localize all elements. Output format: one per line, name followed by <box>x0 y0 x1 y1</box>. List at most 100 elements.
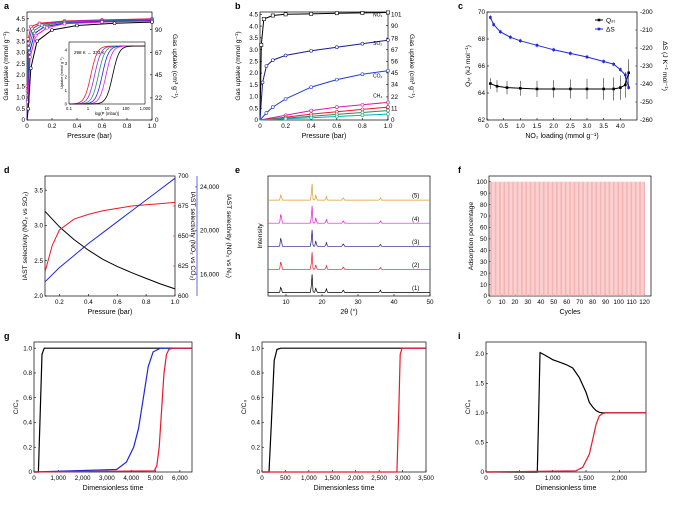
bar-cycle-81 <box>593 181 595 296</box>
bar-cycle-117 <box>640 181 642 296</box>
bar-cycle-78 <box>589 181 591 296</box>
y-tick-label: 68 <box>478 36 486 43</box>
bar-cycle-110 <box>631 181 632 296</box>
bar-cycle-12 <box>504 181 505 296</box>
plot-frame <box>488 175 652 297</box>
inset-series-line <box>69 45 145 105</box>
panel-letter-g: g <box>4 331 10 341</box>
y-tick-label: 66 <box>478 63 486 70</box>
x-tick-label: 50 <box>426 299 434 306</box>
inset-y-title: Uptake (mmol g⁻¹) <box>60 57 64 89</box>
inset-y-tick-label: 0 <box>65 102 68 107</box>
series-marker <box>100 20 104 24</box>
x-tick-label: 500 <box>280 475 291 482</box>
inset-y-tick-label: 2 <box>65 75 68 80</box>
x-tick-label: 0 <box>260 475 264 482</box>
x-axis-title: Cycles <box>559 309 581 316</box>
y-tick-label: 40 <box>480 247 488 254</box>
inset-frame <box>68 41 146 105</box>
bar-cycle-20 <box>514 181 516 296</box>
series-marker <box>264 64 269 68</box>
series-marker <box>283 53 288 58</box>
y-tick-label: 78 <box>391 35 399 42</box>
plot-frame <box>33 341 193 473</box>
y-tick-label: 0.8 <box>251 370 260 377</box>
bar-cycle-94 <box>610 181 612 296</box>
y-tick-label: 11 <box>391 106 398 113</box>
series-marker <box>624 73 627 77</box>
bar-cycle-9 <box>500 181 502 296</box>
x-tick-label: 1,000 <box>50 475 66 482</box>
series-marker <box>360 102 365 107</box>
legend-label: Qₛₜ <box>606 17 615 24</box>
inset-y-tick-label: 1 <box>65 88 68 93</box>
y-tick-label: 0.2 <box>251 444 260 451</box>
y-tick-label: 64 <box>478 90 486 97</box>
plot-frame <box>267 175 431 297</box>
y-axis-title: C/C₀ <box>13 400 20 415</box>
x-tick-label: 4.0 <box>616 123 625 130</box>
y-axis-title: Intensity <box>257 223 264 249</box>
x-tick-label: 0 <box>25 123 29 130</box>
y-tick-label: 90 <box>391 23 399 30</box>
series-marker <box>261 17 266 21</box>
y-tick-label: 4.5 <box>16 16 25 23</box>
series-marker <box>612 87 615 91</box>
bar-cycle-55 <box>559 181 561 296</box>
x-tick-label: 3,000 <box>99 475 115 482</box>
inset-x-tick-label: 1,000 <box>140 106 151 111</box>
bar-cycle-108 <box>628 181 630 296</box>
series-marker <box>552 87 555 91</box>
bar-cycle-118 <box>641 181 643 296</box>
panel-letter-b: b <box>235 1 241 11</box>
panel-e: 10 20 30 40 50 2θ (°) Intensity (1) (2) (3) (4) (5) <box>257 175 434 316</box>
x-tick-label: 1,000 <box>301 475 317 482</box>
bar-cycle-10 <box>501 181 503 296</box>
plot-frame <box>259 11 389 121</box>
series-marker <box>26 106 31 111</box>
y-tick-label: -260 <box>640 117 653 124</box>
x-axis-title: Dimensionless time <box>83 485 144 492</box>
x-tick-label: 2,000 <box>611 475 627 482</box>
y-tick-label: 45 <box>391 70 399 77</box>
bar-cycle-43 <box>544 181 546 296</box>
y-tick-label: 67 <box>391 47 399 54</box>
series-marker <box>552 48 555 52</box>
bar-cycle-95 <box>611 181 613 296</box>
bar-cycle-119 <box>642 181 644 296</box>
x-tick-label: 0 <box>487 299 491 306</box>
series-marker <box>264 111 269 115</box>
x-tick-label: 0 <box>258 123 262 130</box>
series-line-red <box>485 412 646 473</box>
y-tick-label: 2.5 <box>249 59 258 66</box>
x-tick-label: 50 <box>550 299 558 306</box>
x-tick-label: 70 <box>576 299 584 306</box>
bar-cycle-40 <box>540 181 542 296</box>
x-tick-label: 3.0 <box>583 123 592 130</box>
series-marker <box>492 23 495 26</box>
y-tick-label: 4.0 <box>249 23 258 30</box>
series-marker <box>495 84 499 88</box>
y-tick-label: 0.5 <box>475 440 484 447</box>
bar-cycle-31 <box>528 181 530 296</box>
x-tick-label: 2,000 <box>348 475 364 482</box>
bar-cycle-1 <box>489 181 491 296</box>
bar-cycle-91 <box>606 181 608 296</box>
series-line-so2 <box>44 210 176 290</box>
y-tick-label: 67 <box>155 50 163 57</box>
pattern-line <box>268 229 430 247</box>
bar-cycle-97 <box>614 181 616 296</box>
y-tick-label: 50 <box>480 236 488 243</box>
series-line-5 <box>259 110 389 121</box>
x-tick-label: 40 <box>390 299 398 306</box>
bar-cycle-96 <box>613 181 614 296</box>
y-tick-label: 2.0 <box>475 351 484 358</box>
panel-c: 0 0.5 1.0 1.5 2.0 2.5 3.0 3.5 4.0 NO₂ loading (mm… <box>465 9 668 140</box>
bar-cycle-30 <box>527 181 529 296</box>
series-marker <box>602 87 605 91</box>
bar-cycle-36 <box>535 181 537 296</box>
series-marker <box>602 60 605 63</box>
inset-x-tick-label: 0.1 <box>66 106 73 111</box>
inset-x-tick-label: 100 <box>122 106 130 111</box>
bar-cycle-87 <box>601 181 603 296</box>
